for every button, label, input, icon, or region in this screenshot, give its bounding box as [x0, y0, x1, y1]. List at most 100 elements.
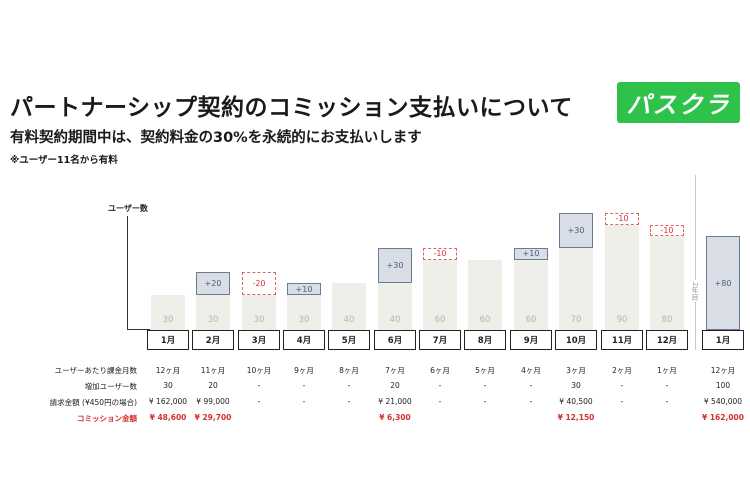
- base-bar: 90: [605, 224, 639, 330]
- table-row-label: 増加ユーザー数: [84, 382, 137, 391]
- table-cell: 20: [208, 381, 218, 390]
- second-year-label: 2年目: [690, 280, 700, 303]
- bar-value: 80: [661, 314, 673, 325]
- month-label: 2月: [192, 330, 234, 350]
- table-cell: -: [302, 381, 306, 390]
- bar-value: 60: [434, 314, 446, 325]
- month-label: 8月: [464, 330, 506, 350]
- table-row-label: 請求金額 (¥450円の場合): [49, 398, 137, 407]
- table-cell: 30: [163, 381, 173, 390]
- table-cell: -: [257, 397, 261, 406]
- base-bar: 70: [559, 248, 593, 330]
- table-cell: 12ヶ月: [155, 366, 181, 375]
- bar-value: 30: [298, 314, 310, 325]
- table-cell: ¥ 162,000: [148, 397, 188, 406]
- subtitle: 有料契約期間中は、契約料金の30%を永続的にお支払いします: [10, 130, 422, 146]
- year-separator: [695, 175, 696, 350]
- table-cell: -: [438, 397, 442, 406]
- table-cell: -: [347, 381, 351, 390]
- decrease-segment: -10: [423, 248, 457, 260]
- table-row-label: コミッション金額: [77, 414, 137, 423]
- increase-segment: +30: [559, 213, 593, 249]
- table-cell: 5ヶ月: [475, 366, 495, 375]
- table-row-label: ユーザーあたり課金月数: [54, 366, 137, 375]
- table-cell: 4ヶ月: [521, 366, 541, 375]
- axis-line: [127, 216, 128, 330]
- base-bar: 30: [287, 294, 321, 330]
- table-cell: ¥ 540,000: [703, 397, 743, 406]
- table-cell: 9ヶ月: [294, 366, 314, 375]
- table-cell: -: [257, 381, 261, 390]
- bar-value: 60: [525, 314, 537, 325]
- month-label: 4月: [283, 330, 325, 350]
- table-cell: 12ヶ月: [710, 366, 736, 375]
- table-cell: -: [302, 397, 306, 406]
- month-label: 11月: [601, 330, 643, 350]
- table-cell: 7ヶ月: [385, 366, 405, 375]
- axis-label: ユーザー数: [108, 204, 148, 213]
- bar-value: 70: [570, 314, 582, 325]
- table-cell: 2ヶ月: [612, 366, 632, 375]
- month-label: 7月: [419, 330, 461, 350]
- table-cell: ¥ 12,150: [557, 413, 595, 422]
- table-cell: -: [347, 397, 351, 406]
- month-label: 1月: [702, 330, 744, 350]
- bar-value: 60: [479, 314, 491, 325]
- month-label: 9月: [510, 330, 552, 350]
- month-label: 10月: [555, 330, 597, 350]
- table-cell: -: [483, 397, 487, 406]
- bar-value: 40: [343, 314, 355, 325]
- table-cell: 11ヶ月: [200, 366, 226, 375]
- decrease-segment: -10: [605, 213, 639, 225]
- pasukura-logo: パスクラ: [617, 82, 740, 123]
- table-cell: 30: [571, 381, 581, 390]
- axis-line-horizontal: [127, 329, 150, 330]
- table-cell: -: [529, 397, 533, 406]
- table-cell: -: [665, 381, 669, 390]
- page-title: パートナーシップ契約のコミッション支払いについて: [10, 95, 573, 121]
- note: ※ユーザー11名から有料: [10, 155, 118, 166]
- base-bar: 60: [468, 259, 502, 330]
- increase-segment: +10: [287, 283, 321, 295]
- table-cell: -: [529, 381, 533, 390]
- bar-value: 30: [207, 314, 219, 325]
- table-cell: 6ヶ月: [430, 366, 450, 375]
- table-cell: -: [620, 381, 624, 390]
- table-cell: 1ヶ月: [657, 366, 677, 375]
- month-label: 1月: [147, 330, 189, 350]
- table-cell: -: [438, 381, 442, 390]
- base-bar: 40: [378, 283, 412, 330]
- increase-segment: +80: [706, 236, 740, 330]
- base-bar: 40: [332, 283, 366, 330]
- table-cell: ¥ 48,600: [149, 413, 187, 422]
- base-bar: 60: [514, 259, 548, 330]
- table-cell: 20: [390, 381, 400, 390]
- table-cell: ¥ 29,700: [194, 413, 232, 422]
- increase-segment: +10: [514, 248, 548, 260]
- decrease-segment: -20: [242, 271, 276, 295]
- base-bar: 30: [151, 294, 185, 330]
- base-bar: 80: [650, 236, 684, 330]
- table-cell: ¥ 99,000: [196, 397, 230, 406]
- month-label: 6月: [374, 330, 416, 350]
- table-cell: -: [665, 397, 669, 406]
- month-label: 3月: [238, 330, 280, 350]
- month-label: 12月: [646, 330, 688, 350]
- table-cell: ¥ 40,500: [559, 397, 593, 406]
- table-cell: 8ヶ月: [339, 366, 359, 375]
- base-bar: 30: [242, 294, 276, 330]
- month-label: 5月: [328, 330, 370, 350]
- increase-segment: +30: [378, 248, 412, 284]
- increase-segment: +20: [196, 271, 230, 295]
- bar-value: 40: [389, 314, 401, 325]
- table-cell: -: [483, 381, 487, 390]
- bar-value: 90: [616, 314, 628, 325]
- bar-value: 30: [162, 314, 174, 325]
- decrease-segment: -10: [650, 224, 684, 237]
- table-cell: ¥ 6,300: [379, 413, 411, 422]
- bar-value: 30: [253, 314, 265, 325]
- table-cell: ¥ 21,000: [378, 397, 412, 406]
- base-bar: 30: [196, 294, 230, 330]
- table-cell: ¥ 162,000: [702, 413, 744, 422]
- table-cell: 10ヶ月: [246, 366, 272, 375]
